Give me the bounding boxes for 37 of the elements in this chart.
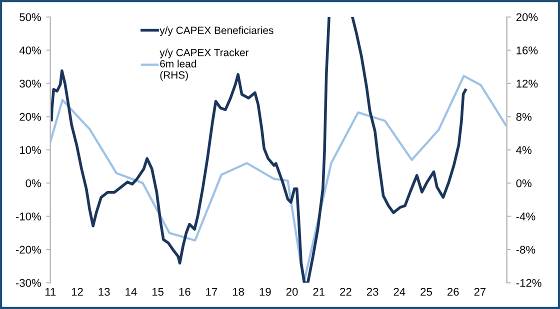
x-tick-label: 13 <box>98 288 110 296</box>
y2-tick-label: 8% <box>516 112 532 121</box>
x-tick-label: 23 <box>366 288 378 296</box>
y-tick-label: -10% <box>16 212 41 220</box>
x-tick-label: 20 <box>286 288 298 296</box>
x-tick-label: 22 <box>340 288 352 296</box>
x-tick-label: 25 <box>420 288 432 296</box>
y2-tick-label: -8% <box>516 246 536 254</box>
x-tick-label: 14 <box>126 288 137 296</box>
y-tick-label: 40% <box>19 46 41 54</box>
y2-tick-label: 16% <box>516 46 538 54</box>
x-tick-label: 11 <box>45 288 56 296</box>
y2-tick-label: 20% <box>516 13 538 22</box>
x-tick-label: 16 <box>179 288 190 296</box>
legend-label: y/y CAPEX Beneficiaries <box>160 26 274 36</box>
x-tick-label: 15 <box>152 288 164 296</box>
x-tick-label: 12 <box>72 288 83 296</box>
x-tick-label: 17 <box>206 288 218 296</box>
y2-tick-label: 12% <box>516 80 538 88</box>
y-tick-label: -20% <box>16 246 41 254</box>
y-tick-label: 10% <box>20 146 41 154</box>
y-tick-label: 0% <box>26 179 41 188</box>
y2-tick-label: 4% <box>516 146 532 154</box>
x-tick-label: 21 <box>313 288 325 296</box>
y2-tick-label: -4% <box>516 212 536 220</box>
y2-tick-label: 0% <box>516 179 532 188</box>
y-tick-label: 30% <box>20 80 41 88</box>
y-tick-label: -30% <box>16 279 41 287</box>
x-tick-label: 19 <box>260 288 271 296</box>
x-tick-label: 18 <box>233 288 244 296</box>
x-tick-label: 24 <box>394 288 406 296</box>
legend-label: y/y CAPEX Tracker 6m lead (RHS) <box>160 48 249 81</box>
y-tick-label: 50% <box>20 13 41 22</box>
x-tick-label: 26 <box>447 288 459 296</box>
x-tick-label: 27 <box>474 288 486 296</box>
y2-tick-label: -12% <box>516 279 542 287</box>
y-tick-label: 20% <box>20 112 41 121</box>
